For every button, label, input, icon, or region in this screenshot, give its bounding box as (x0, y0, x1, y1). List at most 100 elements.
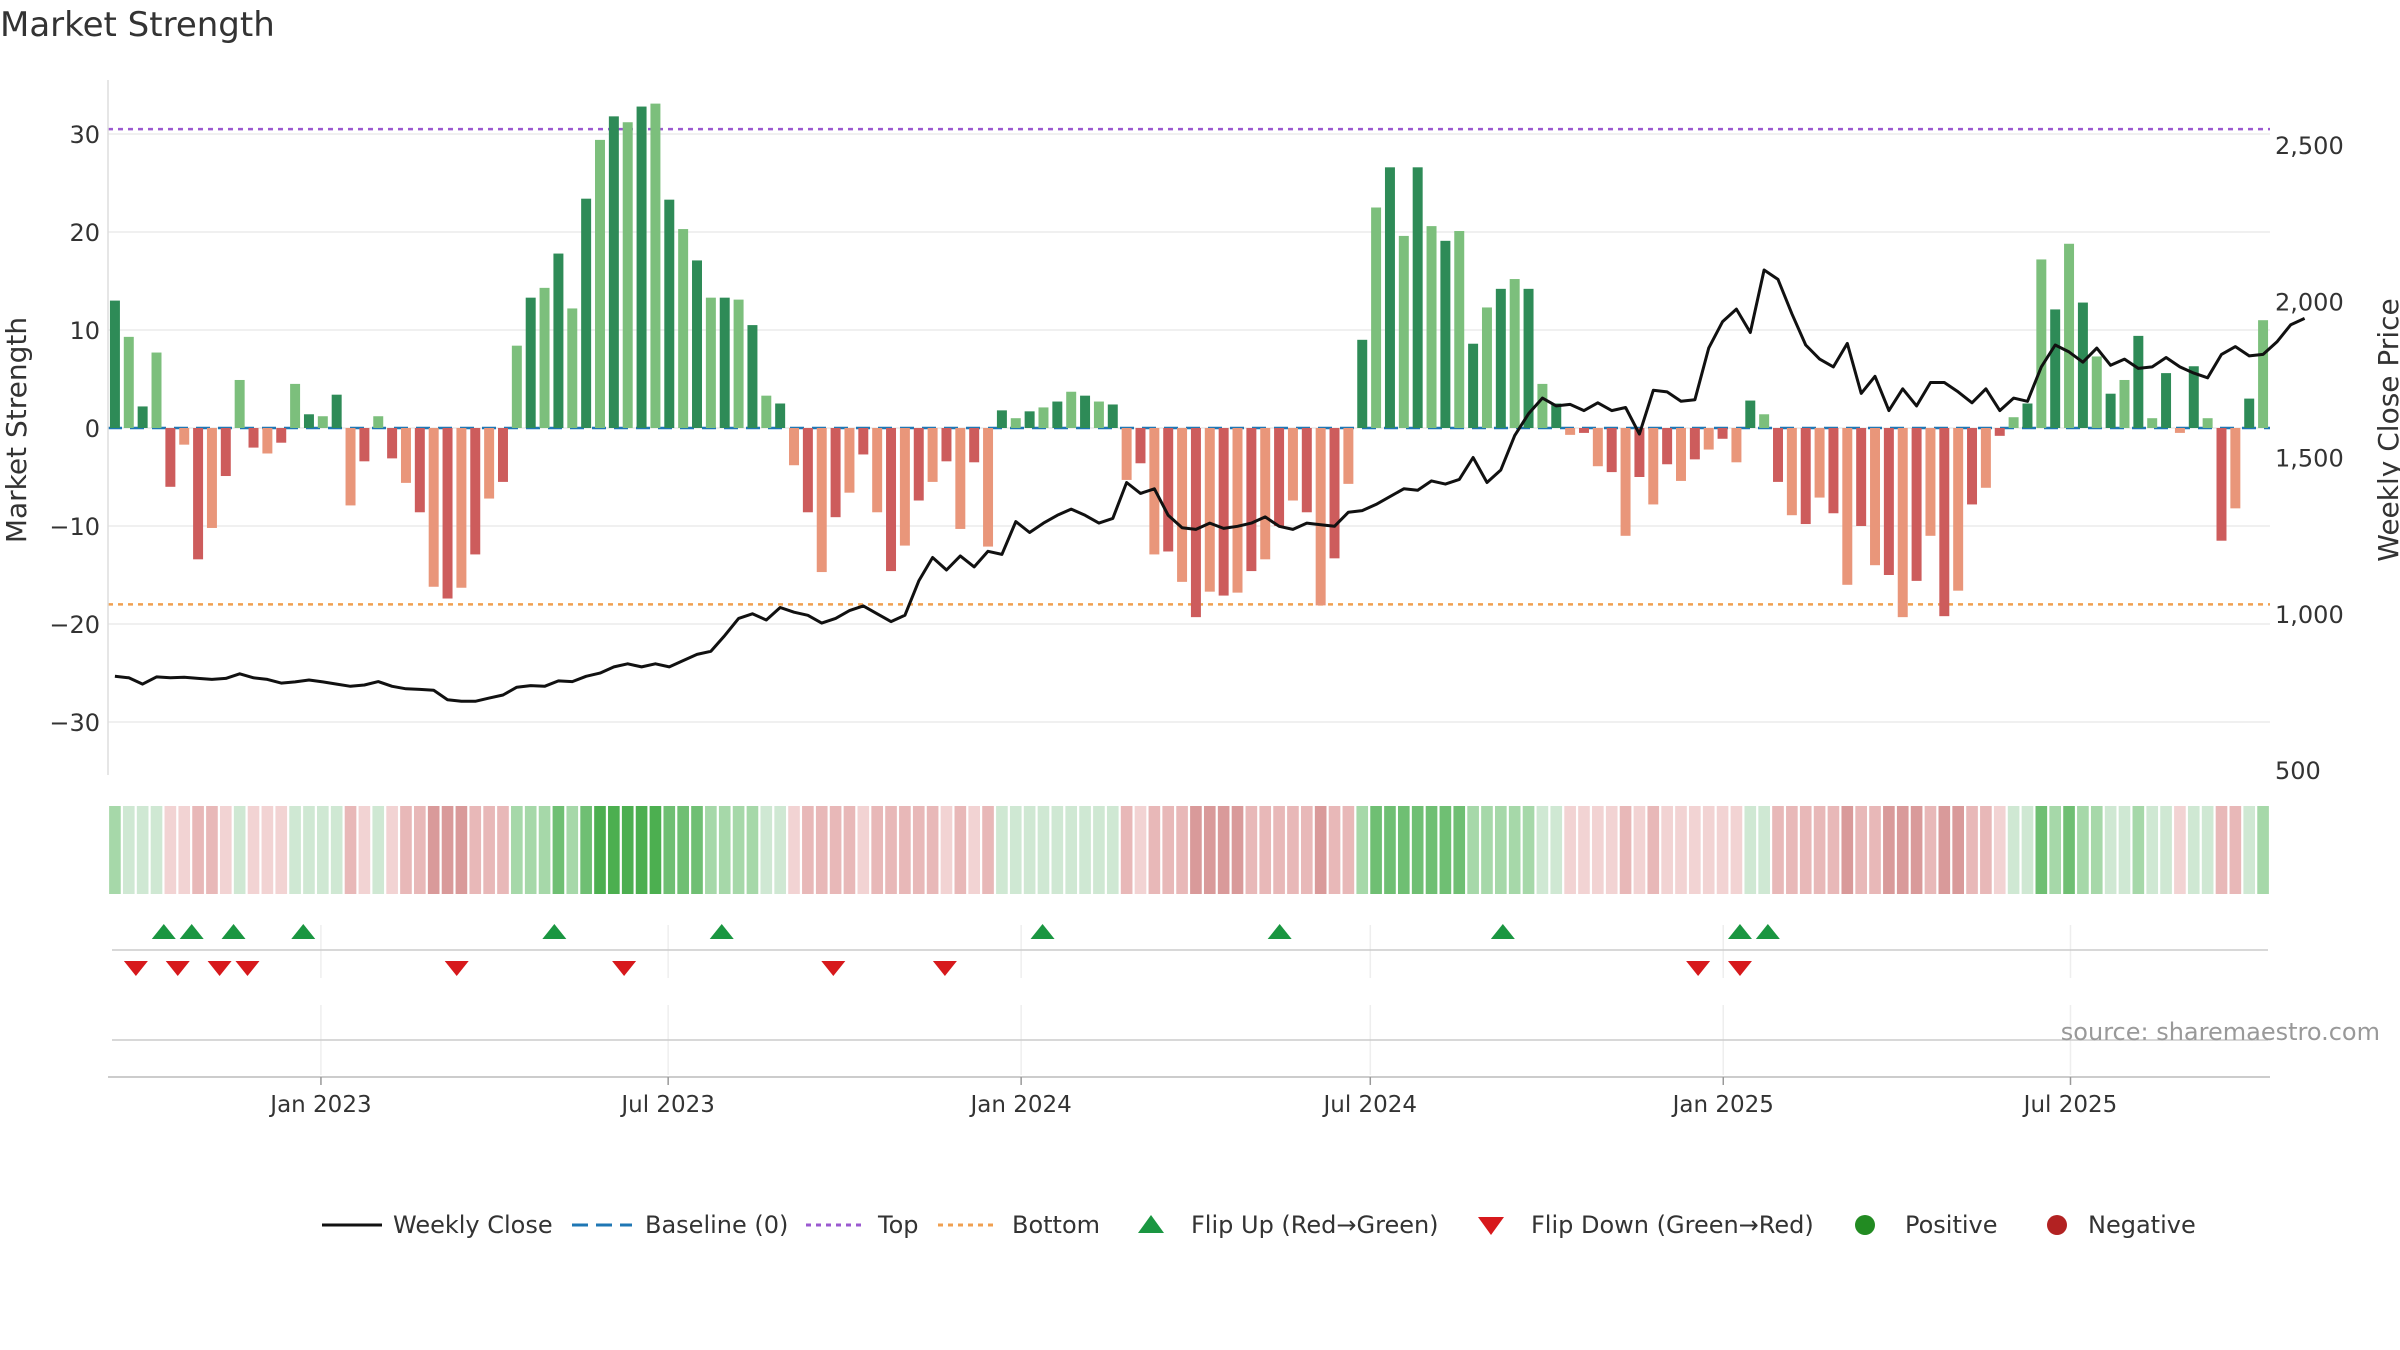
flip-up-marker (1755, 924, 1780, 939)
strength-bar-negative (941, 428, 952, 462)
flip-down-marker (1727, 961, 1752, 976)
heat-cell (996, 806, 1008, 894)
strength-bar-negative (1689, 428, 1700, 460)
strength-bar-positive (1440, 240, 1451, 428)
strength-bar-negative (1246, 428, 1257, 572)
x-tick-label: Jan 2025 (1671, 1092, 1774, 1118)
heat-cell (1966, 806, 1978, 894)
strength-bar-negative (844, 428, 855, 493)
strength-bar-positive (608, 116, 619, 429)
strength-bar-positive (1537, 383, 1548, 428)
strength-bar-negative (1301, 428, 1312, 513)
strength-bar-negative (1786, 428, 1797, 516)
strength-bar-negative (1897, 428, 1908, 618)
heat-cell (1425, 806, 1438, 894)
strength-bar-negative (359, 428, 370, 462)
heat-cell (566, 806, 579, 894)
y-tick-right-label: 2,500 (2275, 132, 2344, 160)
heat-cell (857, 806, 870, 894)
strength-bar-negative (193, 428, 204, 560)
flip-down-marker (821, 961, 846, 976)
strength-bar-positive (1052, 401, 1063, 428)
strength-bar-positive (1024, 411, 1035, 428)
strength-bar-positive (1038, 407, 1049, 428)
strength-bar-negative (1967, 428, 1978, 505)
strength-bar-negative (165, 428, 176, 487)
heat-cell (621, 806, 634, 894)
heat-cell (386, 806, 398, 894)
heat-cell (303, 806, 315, 894)
heat-cell (2160, 806, 2172, 894)
strength-bar-positive (2008, 417, 2019, 428)
strength-bar-negative (484, 428, 495, 499)
flip-up-marker (542, 924, 567, 939)
heat-cell (1245, 806, 1258, 894)
heat-cell (788, 806, 800, 894)
heat-cell (885, 806, 897, 894)
heat-cell (2007, 806, 2020, 894)
heat-cell (1259, 806, 1272, 894)
heat-cell (705, 806, 717, 894)
heat-cell (635, 806, 648, 894)
heat-cell (1009, 806, 1022, 894)
strength-bar-positive (581, 198, 592, 428)
strength-bar-negative (428, 428, 439, 587)
heat-cell (1300, 806, 1313, 894)
heat-cell (2229, 806, 2242, 894)
legend: Weekly Close Baseline (0) Top Bottom Flip Up… (322, 1211, 2196, 1239)
strength-bar-positive (331, 394, 342, 428)
heat-cell (1495, 806, 1507, 894)
flip-down-marker (932, 961, 957, 976)
heat-cell (1786, 806, 1798, 894)
strength-heat-band (109, 806, 2269, 894)
heat-cell (580, 806, 592, 894)
heat-cell (289, 806, 301, 894)
heat-cell (2132, 806, 2145, 894)
strength-bar-negative (789, 428, 800, 466)
strength-bar-positive (1509, 279, 1520, 428)
strength-bar-negative (2230, 428, 2241, 509)
strength-bar-negative (1953, 428, 1964, 591)
x-tick-label: Jul 2024 (1321, 1092, 1417, 1118)
strength-bar-negative (1204, 428, 1215, 592)
heat-cell (1647, 806, 1660, 894)
strength-bar-negative (442, 428, 453, 599)
strength-bar-negative (1648, 428, 1659, 505)
heat-cell (1508, 806, 1521, 894)
flip-up-marker (709, 924, 734, 939)
heat-cell (926, 806, 939, 894)
heat-cell (1231, 806, 1244, 894)
heat-cell (1758, 806, 1770, 894)
strength-bar-negative (1925, 428, 1936, 536)
heat-cell (649, 806, 662, 894)
heat-cell (608, 806, 620, 894)
strength-bar-positive (1481, 307, 1492, 428)
strength-bar-negative (206, 428, 217, 528)
heat-cell (1619, 806, 1632, 894)
heat-cell (982, 806, 994, 894)
heat-cell (2090, 806, 2103, 894)
heat-cell (192, 806, 204, 894)
strength-bar-positive (636, 106, 647, 428)
heat-cell (1938, 806, 1951, 894)
strength-bar-positive (373, 416, 384, 428)
heat-cell (247, 806, 260, 894)
heat-cell (1384, 806, 1396, 894)
strength-bar-negative (830, 428, 841, 518)
legend-swatch-positive (1855, 1215, 1875, 1235)
strength-bar-negative (1994, 428, 2005, 436)
legend-label-bottom: Bottom (1012, 1211, 1100, 1239)
strength-bar-positive (2105, 393, 2116, 428)
strength-bar-negative (1814, 428, 1825, 498)
heat-cell (1356, 806, 1369, 894)
strength-bar-negative (1800, 428, 1811, 525)
y-tick-left-label: −30 (49, 709, 100, 737)
heat-cell (802, 806, 814, 894)
heat-cell (1841, 806, 1854, 894)
strength-bar-negative (1703, 428, 1714, 450)
strength-bar-positive (137, 406, 148, 428)
strength-bar-positive (2161, 373, 2172, 428)
strength-bar-negative (1883, 428, 1894, 575)
heat-cell (677, 806, 689, 894)
